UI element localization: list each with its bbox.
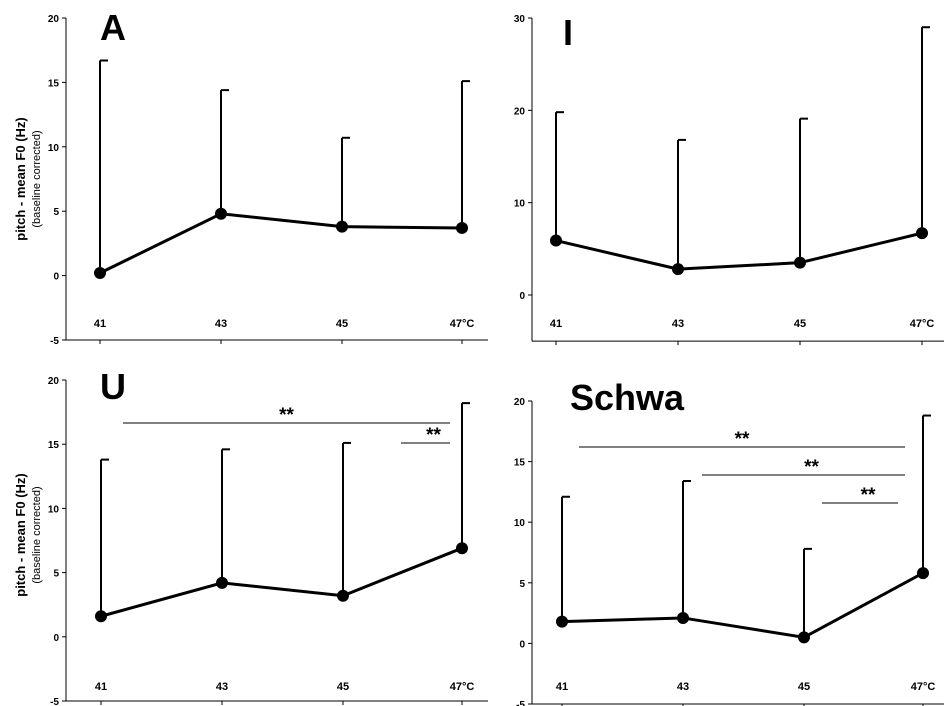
data-point xyxy=(215,207,227,220)
y-tick-label: 5 xyxy=(519,579,525,590)
y-tick-label: 20 xyxy=(514,397,526,408)
data-point xyxy=(456,221,468,234)
y-tick-label: 5 xyxy=(53,569,59,580)
y-axis-title-bottom: pitch - mean F0 (Hz) xyxy=(13,473,28,597)
data-point xyxy=(94,267,106,280)
y-tick-label: 15 xyxy=(514,458,526,469)
data-point xyxy=(916,227,928,240)
x-tick-label: 45 xyxy=(336,318,348,330)
x-tick-label: 41 xyxy=(94,318,106,330)
y-tick-label: 20 xyxy=(48,376,60,387)
data-point xyxy=(556,615,568,628)
panel-title: U xyxy=(100,366,126,407)
y-tick-label: 0 xyxy=(53,272,59,283)
data-point xyxy=(917,567,929,580)
x-tick-label: 43 xyxy=(677,681,689,693)
x-tick-label: 45 xyxy=(798,681,810,693)
x-tick-label: 47°C xyxy=(911,681,936,693)
y-tick-label: 10 xyxy=(514,199,526,210)
x-tick-label: 43 xyxy=(216,681,228,693)
x-tick-label: 45 xyxy=(337,681,349,693)
data-point xyxy=(337,589,349,602)
y-tick-label: 10 xyxy=(48,504,60,515)
y-tick-label: 0 xyxy=(53,633,59,644)
panel-a: A -5 0 5 10 15 20 41 43 45 47°C xyxy=(48,7,488,347)
series-line xyxy=(561,571,924,639)
panel-title: A xyxy=(100,7,126,48)
data-point xyxy=(672,263,684,276)
x-tick-label: 47°C xyxy=(450,318,475,330)
data-point xyxy=(798,631,810,644)
significance-label: ** xyxy=(426,425,441,446)
panel-u: U -5 0 5 10 15 20 41 43 45 47°C ** ** xyxy=(48,366,488,706)
y-tick-label: -5 xyxy=(50,336,59,347)
panel-title: I xyxy=(563,12,573,53)
significance-label: ** xyxy=(861,485,876,506)
data-point xyxy=(456,542,468,555)
y-tick-label: 20 xyxy=(514,106,526,117)
series-line xyxy=(100,546,463,618)
y-tick-label: 15 xyxy=(48,78,60,89)
panel-schwa: Schwa -5 0 5 10 15 20 41 43 45 47°C ** ** ** xyxy=(514,377,944,706)
y-tick-label: 20 xyxy=(48,14,60,25)
x-tick-label: 43 xyxy=(215,318,227,330)
significance-label: ** xyxy=(735,429,750,450)
data-point xyxy=(794,256,806,269)
data-point xyxy=(336,220,348,233)
x-tick-label: 47°C xyxy=(910,318,935,330)
data-point xyxy=(677,611,689,624)
y-axis-title-top: pitch - mean F0 (Hz) xyxy=(13,117,28,241)
y-tick-label: 0 xyxy=(519,291,525,302)
x-tick-label: 45 xyxy=(794,318,806,330)
y-tick-label: -5 xyxy=(50,697,59,706)
panel-i: I 0 10 20 30 41 43 45 47°C xyxy=(514,12,944,346)
data-point xyxy=(550,234,562,247)
y-tick-label: -5 xyxy=(516,700,525,706)
y-tick-label: 5 xyxy=(53,207,59,218)
y-tick-label: 0 xyxy=(519,639,525,650)
y-tick-label: 30 xyxy=(514,14,526,25)
data-point xyxy=(95,610,107,623)
data-point xyxy=(216,576,228,589)
y-tick-label: 10 xyxy=(514,518,526,529)
y-tick-label: 15 xyxy=(48,440,60,451)
series-line xyxy=(555,231,923,271)
y-axis-subtitle-top: (baseline corrected) xyxy=(31,130,43,227)
significance-label: ** xyxy=(804,457,819,478)
x-tick-label: 43 xyxy=(672,318,684,330)
y-axis-subtitle-bottom: (baseline corrected) xyxy=(31,486,43,583)
x-tick-label: 41 xyxy=(550,318,562,330)
x-tick-label: 41 xyxy=(95,681,107,693)
x-tick-label: 47°C xyxy=(450,681,475,693)
panel-title: Schwa xyxy=(570,377,685,418)
x-tick-label: 41 xyxy=(556,681,568,693)
series-line xyxy=(99,212,463,275)
significance-label: ** xyxy=(279,405,294,426)
y-tick-label: 10 xyxy=(48,143,60,154)
